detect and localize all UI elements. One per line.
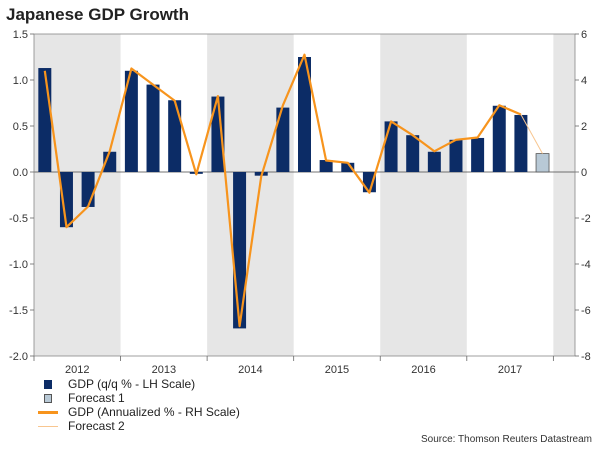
year-label-2017: 2017 — [498, 364, 522, 375]
right-tick-label: 6 — [581, 29, 587, 41]
chart-legend: GDP (q/q % - LH Scale) Forecast 1 GDP (A… — [38, 377, 240, 433]
shaded-band-2016 — [380, 34, 467, 356]
legend-swatch-forecast-2 — [38, 425, 58, 427]
shaded-band-2014 — [207, 34, 294, 356]
gdp-bar-2012-Q3 — [81, 172, 95, 207]
gdp-bar-2012-Q2 — [59, 172, 73, 228]
gdp-bar-2017-Q1 — [471, 137, 485, 172]
gdp-bar-2016-Q3 — [427, 151, 441, 172]
gdp-bar-2012-Q1 — [38, 68, 52, 172]
chart-title: Japanese GDP Growth — [6, 5, 189, 24]
gdp-bar-2013-Q3 — [168, 100, 182, 172]
right-tick-label: -6 — [581, 305, 591, 317]
gdp-bar-2014-Q2 — [233, 172, 247, 329]
legend-swatch-forecast-1 — [44, 393, 52, 403]
gdp-bar-2015-Q1 — [298, 57, 311, 172]
forecast-2-line — [520, 114, 543, 154]
gdp-bar-2015-Q3 — [341, 162, 355, 172]
annualized-gdp-line — [43, 53, 522, 328]
gdp-bar-2016-Q1 — [384, 121, 398, 172]
gdp-bar-2015-Q2 — [319, 160, 333, 172]
gdp-bar-2016-Q4 — [449, 139, 463, 172]
right-tick-label: -8 — [581, 351, 591, 363]
left-tick-label: 0.0 — [13, 167, 28, 179]
gdp-bar-2017-Q2 — [492, 105, 506, 172]
plot-frame — [33, 33, 576, 357]
gdp-chart: 1.5 1.0 0.5 0.0 -0.5 -1.0 -1.5 -2.0 6 4 2 0 -2 -4 -6 -8… — [9, 29, 591, 375]
forecast-bar-2017-Q4 — [535, 153, 550, 173]
legend-item-forecast-2: Forecast 2 — [38, 419, 240, 433]
left-tick-label: -1.5 — [9, 305, 28, 317]
gdp-bar-2016-Q2 — [406, 135, 420, 172]
left-tick-label: 1.5 — [13, 29, 28, 41]
gdp-bar-2013-Q1 — [124, 70, 138, 172]
year-label-2014: 2014 — [238, 364, 262, 375]
gdp-bar-2013-Q2 — [146, 84, 160, 172]
year-label-2015: 2015 — [325, 364, 349, 375]
right-tick-label: -4 — [581, 259, 591, 271]
gdp-bar-2014-Q1 — [211, 96, 225, 172]
left-tick-label: 1.0 — [13, 75, 28, 87]
legend-item-gdp-bar: GDP (q/q % - LH Scale) — [38, 377, 240, 391]
legend-swatch-gdp-bar — [44, 379, 52, 389]
right-tick-label: 4 — [581, 75, 587, 87]
left-tick-label: -0.5 — [9, 213, 28, 225]
gdp-bar-2017-Q3 — [514, 114, 528, 172]
left-tick-label: 0.5 — [13, 121, 28, 133]
legend-item-annualized-line: GDP (Annualized % - RH Scale) — [38, 405, 240, 419]
shaded-band-trailing — [553, 34, 575, 356]
source-note: Source: Thomson Reuters Datastream — [420, 434, 592, 445]
left-tick-label: -1.0 — [9, 259, 28, 271]
right-tick-label: 2 — [581, 121, 587, 133]
year-label-2016: 2016 — [411, 364, 435, 375]
left-tick-label: -2.0 — [9, 351, 28, 363]
right-tick-label: 0 — [581, 167, 587, 179]
legend-label-forecast-2: Forecast 2 — [68, 419, 125, 433]
year-label-2012: 2012 — [65, 364, 89, 375]
legend-label-forecast-1: Forecast 1 — [68, 391, 125, 405]
legend-label-gdp-bar: GDP (q/q % - LH Scale) — [68, 377, 196, 391]
right-tick-label: -2 — [581, 213, 591, 225]
legend-item-forecast-1: Forecast 1 — [38, 391, 240, 405]
legend-label-annualized-line: GDP (Annualized % - RH Scale) — [68, 405, 240, 419]
legend-swatch-annualized-line — [38, 410, 58, 414]
year-label-2013: 2013 — [152, 364, 176, 375]
gdp-bar-2014-Q4 — [276, 107, 290, 172]
